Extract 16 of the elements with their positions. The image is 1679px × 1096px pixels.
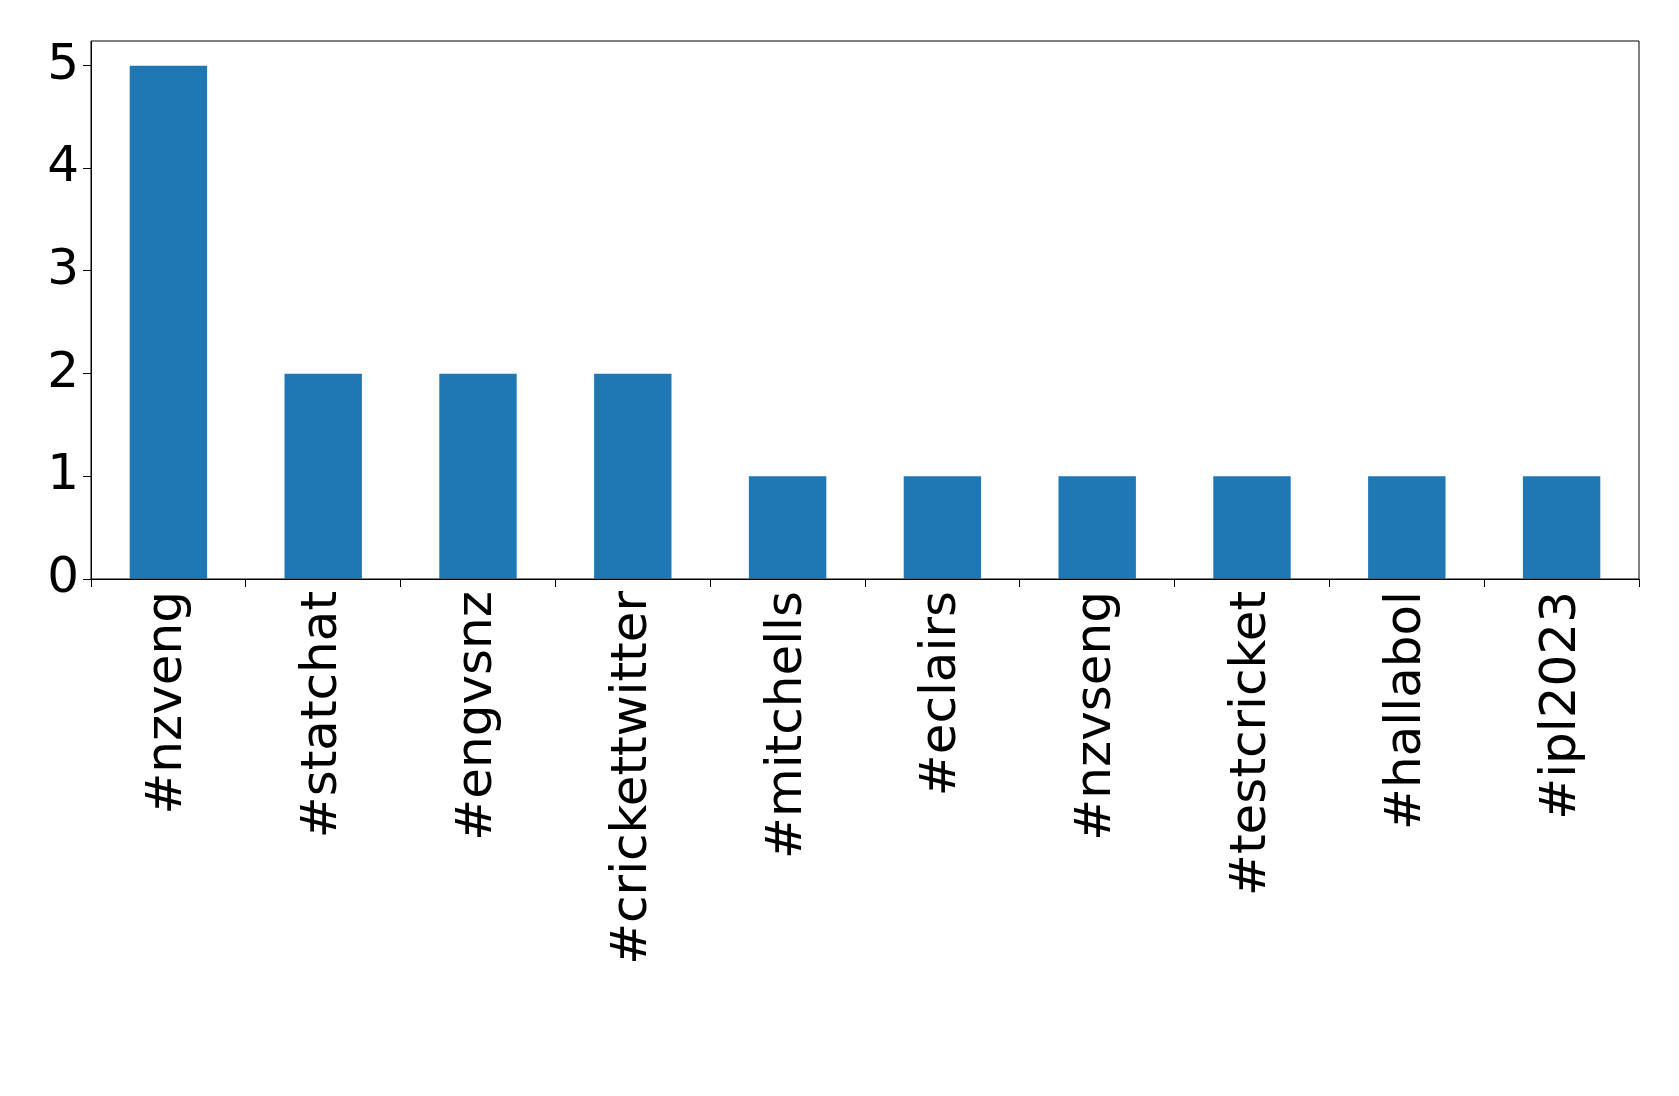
x-tick-label: #testcricket (1218, 591, 1277, 896)
x-tick-label: #statchat (290, 591, 349, 839)
y-tick-label: 3 (47, 237, 79, 296)
x-tick-label: #mitchells (754, 591, 813, 859)
x-tick-label: #crickettwitter (599, 590, 658, 965)
x-tick-label: #eclairs (909, 591, 968, 797)
y-tick-label: 0 (47, 545, 79, 604)
y-tick-label: 4 (47, 135, 79, 194)
y-tick-label: 5 (47, 32, 79, 91)
x-tick-label: #ipl2023 (1528, 591, 1587, 820)
x-tick-label: #nzvseng (1064, 591, 1123, 841)
x-tick-label: #engvsnz (444, 591, 503, 841)
y-tick-label: 1 (47, 443, 79, 502)
x-tick-label: #nzveng (135, 591, 194, 815)
y-tick-label: 2 (47, 340, 79, 399)
x-tick-label: #hallabol (1373, 591, 1432, 830)
